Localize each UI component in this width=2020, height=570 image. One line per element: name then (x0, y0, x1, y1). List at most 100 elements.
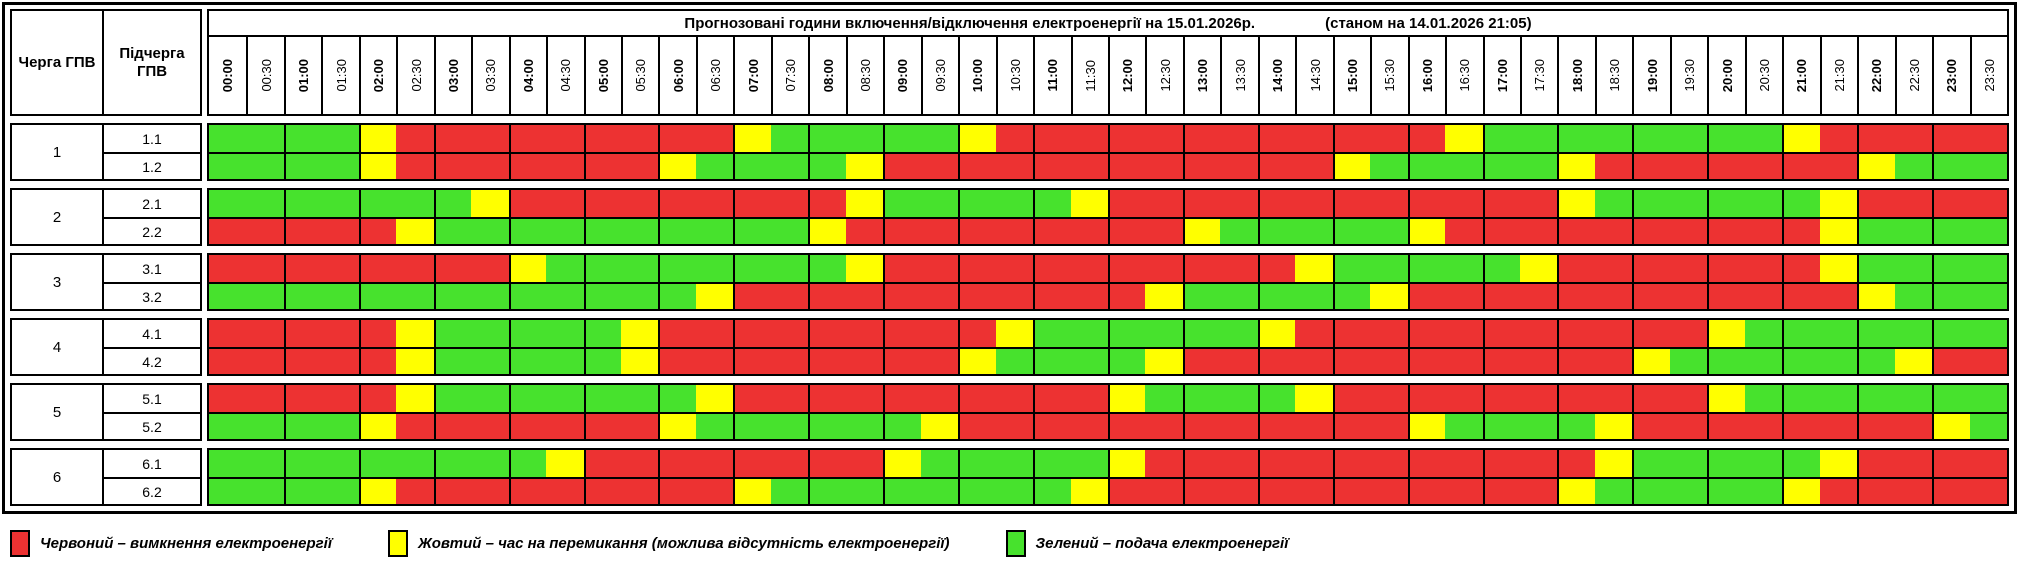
corner-header: Черга ГПВ Підчерга ГПВ (10, 9, 202, 116)
schedule-slot-yellow (695, 385, 734, 412)
schedule-slot-yellow (1295, 255, 1333, 282)
schedule-slot-red (1145, 414, 1183, 439)
schedule-slot-green (920, 125, 959, 152)
schedule-slot-red (1182, 190, 1221, 217)
schedule-slot-green (1857, 349, 1895, 374)
schedule-slot-green (471, 320, 509, 347)
time-slot-header: 13:30 (1220, 37, 1257, 114)
schedule-slot-red (1782, 219, 1820, 244)
schedule-slot-green (283, 190, 322, 217)
schedule-slot-red (621, 479, 659, 504)
schedule-slot-green (1932, 385, 1970, 412)
schedule-slot-green (1819, 320, 1858, 347)
schedule-slot-yellow (358, 125, 397, 152)
schedule-slot-green (1707, 125, 1745, 152)
schedule-slot-red (1594, 349, 1633, 374)
schedule-slot-red (1894, 414, 1933, 439)
schedule-slot-red (920, 219, 959, 244)
time-slot-label: 05:00 (595, 58, 611, 93)
schedule-slot-red (1295, 349, 1333, 374)
schedule-slot-green (246, 154, 284, 179)
schedule-slot-red (1220, 349, 1258, 374)
schedule-slot-red (433, 125, 472, 152)
legend-item-red: Червоний – вимкнення електроенергії (10, 530, 332, 557)
schedule-slot-red (1520, 284, 1558, 309)
schedule-slot-red (1744, 284, 1783, 309)
schedule-slot-red (808, 320, 846, 347)
schedule-slot-red (883, 284, 921, 309)
schedule-slot-red (1370, 450, 1408, 477)
schedule-slot-green (845, 125, 884, 152)
schedule-slot-green (958, 190, 996, 217)
schedule-slot-green (1857, 255, 1895, 282)
schedule-slot-red (1407, 125, 1446, 152)
time-slot-header: 00:00 (209, 37, 246, 114)
schedule-slot-red (1257, 190, 1296, 217)
schedule-slot-green (845, 479, 884, 504)
schedule-slot-red (1932, 450, 1970, 477)
schedule-slot-red (1107, 255, 1146, 282)
schedule-slot-red (695, 320, 734, 347)
time-slot-label: 01:00 (296, 58, 312, 93)
schedule-slot-red (1070, 284, 1108, 309)
schedule-slot-green (471, 349, 509, 374)
schedule-slot-red (733, 349, 771, 374)
queue-schedule-grid (207, 253, 2009, 311)
schedule-slot-green (1220, 284, 1258, 309)
schedule-slot-green (920, 190, 959, 217)
time-slot-header: 15:30 (1370, 37, 1407, 114)
schedule-slot-yellow (358, 414, 397, 439)
schedule-slot-red (1445, 219, 1483, 244)
schedule-slot-red (1932, 190, 1970, 217)
schedule-slot-green (1969, 320, 2007, 347)
schedule-slot-red (1332, 190, 1371, 217)
schedule-slot-red (658, 450, 696, 477)
subqueue-label: 3.1 (142, 260, 162, 277)
schedule-slot-red (1182, 255, 1221, 282)
schedule-slot-red (283, 320, 322, 347)
time-slot-header: 04:30 (546, 37, 583, 114)
subqueue-label: 4.1 (142, 325, 162, 342)
schedule-slot-yellow (1894, 349, 1933, 374)
time-slot-header: 08:30 (845, 37, 883, 114)
schedule-slot-yellow (1070, 190, 1108, 217)
queue-number: 2 (12, 190, 104, 244)
schedule-slot-green (1744, 479, 1783, 504)
schedule-slot-yellow (1707, 320, 1745, 347)
schedule-slot-red (1894, 125, 1933, 152)
schedule-slot-green (1894, 255, 1933, 282)
schedule-slot-red (1070, 154, 1108, 179)
schedule-slot-yellow (471, 190, 509, 217)
schedule-slot-green (1445, 414, 1483, 439)
schedule-slot-red (1370, 479, 1408, 504)
schedule-slot-red (321, 219, 359, 244)
schedule-slot-green (1332, 255, 1371, 282)
schedule-slot-red (1520, 190, 1558, 217)
schedule-slot-yellow (1182, 219, 1221, 244)
schedule-slot-red (1145, 190, 1183, 217)
schedule-slot-yellow (396, 349, 434, 374)
schedule-slot-green (1707, 190, 1745, 217)
schedule-slot-red (1669, 219, 1708, 244)
schedule-slot-green (321, 154, 359, 179)
schedule-slot-red (1407, 385, 1446, 412)
schedule-slot-green (396, 450, 434, 477)
schedule-slot-red (209, 320, 247, 347)
schedule-slot-red (1370, 125, 1408, 152)
schedule-slot-yellow (1782, 125, 1820, 152)
schedule-slot-red (958, 255, 996, 282)
schedule-slot-green (1033, 190, 1071, 217)
schedule-slot-green (209, 479, 247, 504)
time-slot-label: 23:00 (1944, 58, 1960, 93)
schedule-slot-red (621, 414, 659, 439)
schedule-slot-red (1257, 154, 1296, 179)
schedule-slot-red (995, 255, 1034, 282)
schedule-slot-yellow (1407, 219, 1446, 244)
schedule-slot-red (1407, 450, 1446, 477)
schedule-slot-red (1969, 125, 2007, 152)
schedule-slot-red (621, 450, 659, 477)
schedule-slot-green (1707, 450, 1745, 477)
schedule-slot-red (358, 385, 397, 412)
time-slot-label: 03:30 (483, 59, 499, 92)
schedule-slot-green (808, 414, 846, 439)
